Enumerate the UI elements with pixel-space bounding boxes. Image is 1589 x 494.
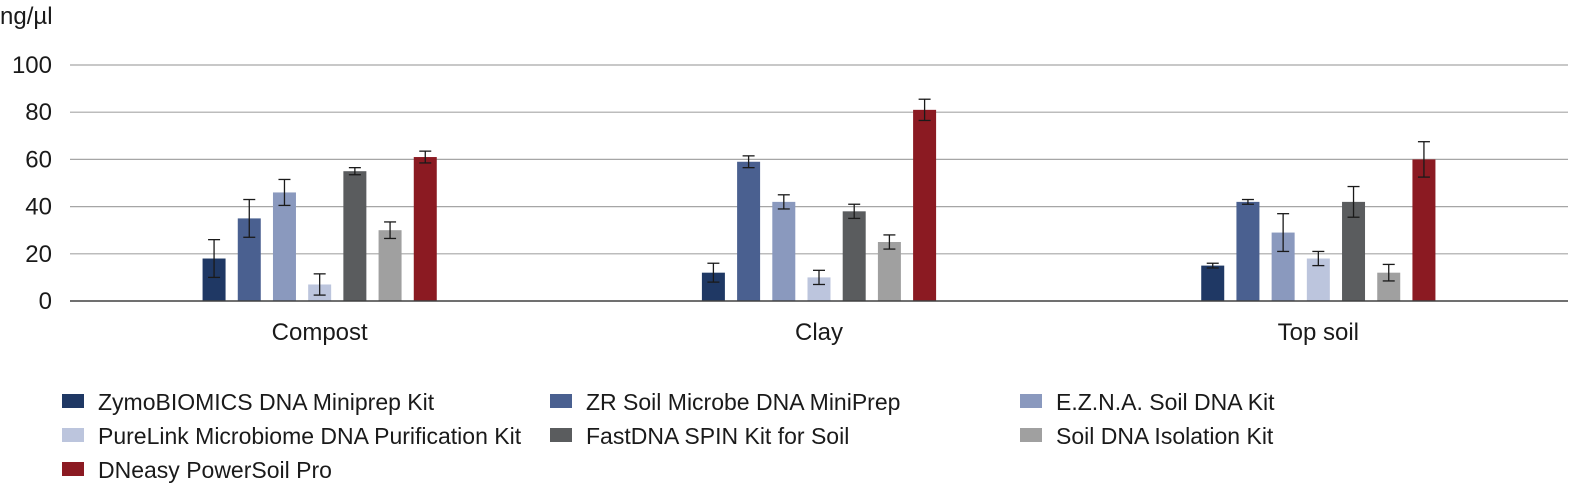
- y-tick-label: 0: [39, 288, 52, 315]
- error-bar: [1417, 141, 1430, 178]
- x-category-label: Clay: [795, 319, 843, 346]
- bar: [701, 272, 725, 301]
- legend-swatch: [1020, 428, 1042, 442]
- error-bar: [707, 262, 720, 283]
- y-tick-label: 20: [25, 241, 52, 268]
- bar: [202, 258, 226, 301]
- y-axis-unit-label: ng/µl: [0, 3, 53, 30]
- bars: [202, 109, 1436, 301]
- error-bar: [243, 198, 256, 238]
- x-category-label: Top soil: [1278, 319, 1359, 346]
- legend: ZymoBIOMICS DNA Miniprep Kit ZR Soil Micr…: [62, 389, 1275, 483]
- legend-item: ZymoBIOMICS DNA Miniprep Kit: [62, 389, 435, 415]
- bar: [807, 277, 831, 301]
- x-axis-category-labels: Compost Clay Top soil: [272, 319, 1359, 346]
- error-bar: [1206, 262, 1219, 269]
- bar: [877, 242, 901, 301]
- legend-item: PureLink Microbiome DNA Purification Kit: [62, 423, 522, 449]
- bar: [737, 161, 761, 301]
- error-bar: [278, 178, 291, 207]
- legend-swatch: [550, 428, 572, 442]
- legend-label: ZymoBIOMICS DNA Miniprep Kit: [98, 389, 435, 415]
- error-bar: [1312, 250, 1325, 267]
- bar: [913, 109, 937, 301]
- legend-label: FastDNA SPIN Kit for Soil: [586, 423, 849, 449]
- bar: [272, 192, 296, 301]
- legend-label: Soil DNA Isolation Kit: [1056, 423, 1274, 449]
- bar: [842, 211, 866, 301]
- bar: [1201, 265, 1225, 301]
- error-bar: [384, 221, 397, 240]
- legend-item: FastDNA SPIN Kit for Soil: [550, 423, 849, 449]
- bar: [1412, 159, 1436, 301]
- y-tick-label: 100: [12, 52, 52, 79]
- bar: [772, 201, 796, 301]
- bar: [343, 171, 367, 301]
- bar: [378, 230, 402, 301]
- legend-label: PureLink Microbiome DNA Purification Kit: [98, 423, 522, 449]
- bar: [1306, 258, 1330, 301]
- bar: [237, 218, 261, 301]
- bar: [1271, 232, 1295, 301]
- x-category-label: Compost: [272, 319, 368, 346]
- error-bar: [918, 98, 931, 122]
- bar: [413, 157, 437, 301]
- bar: [1236, 201, 1260, 301]
- error-bar: [1277, 213, 1290, 253]
- y-tick-label: 80: [25, 99, 52, 126]
- error-bar: [813, 269, 825, 286]
- legend-item: E.Z.N.A. Soil DNA Kit: [1020, 389, 1275, 415]
- error-bar: [742, 155, 755, 169]
- error-bar: [883, 234, 896, 250]
- legend-swatch: [550, 394, 572, 408]
- legend-swatch: [62, 394, 84, 408]
- bar: [1342, 201, 1366, 301]
- error-bar: [348, 167, 361, 176]
- y-tick-label: 60: [25, 146, 52, 173]
- legend-label: ZR Soil Microbe DNA MiniPrep: [586, 389, 900, 415]
- error-bar: [848, 203, 861, 220]
- legend-label: DNeasy PowerSoil Pro: [98, 457, 332, 483]
- legend-item: Soil DNA Isolation Kit: [1020, 423, 1274, 449]
- error-bar: [777, 194, 790, 210]
- legend-item: DNeasy PowerSoil Pro: [62, 457, 332, 483]
- error-bar: [419, 150, 432, 164]
- legend-swatch: [62, 462, 84, 476]
- error-bar: [1347, 185, 1360, 218]
- error-bar: [1382, 263, 1395, 282]
- y-tick-label: 40: [25, 194, 52, 221]
- legend-swatch: [1020, 394, 1042, 408]
- error-bars: [208, 98, 1430, 296]
- error-bar: [1241, 198, 1254, 205]
- legend-item: ZR Soil Microbe DNA MiniPrep: [550, 389, 900, 415]
- error-bar: [313, 273, 326, 296]
- bar: [1377, 272, 1401, 301]
- y-axis-tick-labels: 0 20 40 60 80 100: [12, 52, 52, 315]
- legend-label: E.Z.N.A. Soil DNA Kit: [1056, 389, 1275, 415]
- error-bar: [208, 238, 221, 279]
- legend-swatch: [62, 428, 84, 442]
